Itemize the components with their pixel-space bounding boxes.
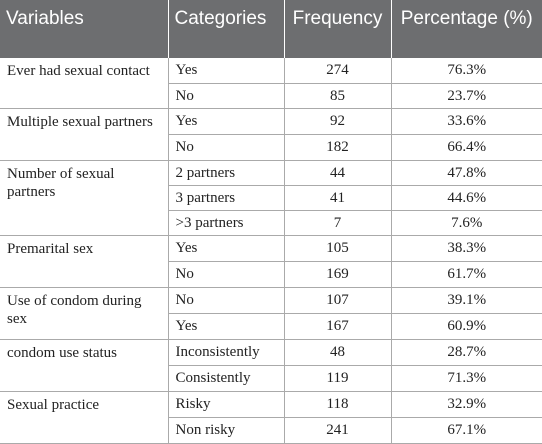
category-cell: 2 partners [168, 160, 285, 186]
percentage-cell: 44.6% [391, 185, 542, 211]
category-cell: 3 partners [168, 185, 285, 211]
frequency-cell: 41 [284, 185, 392, 211]
percentage-cell: 23.7% [391, 83, 542, 109]
category-cell: Risky [168, 391, 285, 418]
table-row: condom use status Inconsistently 48 28.7… [0, 339, 542, 392]
table-row: >3 partners 7 7.6% [0, 210, 542, 236]
category-cell: No [168, 134, 285, 161]
frequency-cell: 44 [284, 160, 392, 186]
frequency-cell: 118 [284, 391, 392, 418]
percentage-cell: 7.6% [391, 210, 542, 236]
table-row: No 182 66.4% [0, 134, 542, 161]
percentage-cell: 33.6% [391, 108, 542, 135]
category-cell: No [168, 83, 285, 109]
percentage-cell: 76.3% [391, 58, 542, 84]
table-row: Use of condom during sex No 107 39.1% [0, 287, 542, 340]
category-cell: >3 partners [168, 210, 285, 236]
frequency-cell: 241 [284, 417, 392, 444]
frequency-cell: 107 [284, 287, 392, 314]
header-row: Variables Categories Frequency Percentag… [0, 0, 542, 58]
header-frequency: Frequency [284, 0, 392, 58]
category-cell: Inconsistently [168, 339, 285, 366]
category-cell: Non risky [168, 417, 285, 444]
percentage-cell: 67.1% [391, 417, 542, 444]
frequency-cell: 167 [284, 313, 392, 340]
percentage-cell: 32.9% [391, 391, 542, 418]
percentage-cell: 61.7% [391, 261, 542, 288]
variable-cell: Number of sexual partners [0, 160, 169, 236]
category-cell: Yes [168, 108, 285, 135]
percentage-cell: 60.9% [391, 313, 542, 340]
header-categories: Categories [168, 0, 285, 58]
frequency-cell: 92 [284, 108, 392, 135]
table-row: Multiple sexual partners Yes 92 33.6% [0, 108, 542, 161]
category-cell: Yes [168, 235, 285, 262]
frequency-cell: 7 [284, 210, 392, 236]
variable-cell: Multiple sexual partners [0, 108, 169, 161]
table-body: Ever had sexual contact Yes 274 76.3% No… [0, 58, 542, 444]
percentage-cell: 28.7% [391, 339, 542, 366]
table-row: Consistently 119 71.3% [0, 365, 542, 392]
percentage-cell: 66.4% [391, 134, 542, 161]
table-row: Ever had sexual contact Yes 274 76.3% [0, 58, 542, 109]
variable-cell: Ever had sexual contact [0, 58, 169, 109]
frequency-cell: 169 [284, 261, 392, 288]
table-row: Yes 167 60.9% [0, 313, 542, 340]
category-cell: Yes [168, 313, 285, 340]
table-header: Variables Categories Frequency Percentag… [0, 0, 542, 58]
table-row: 3 partners 41 44.6% [0, 185, 542, 211]
table-row: No 169 61.7% [0, 261, 542, 288]
table-row: Number of sexual partners 2 partners 44 … [0, 160, 542, 236]
category-cell: No [168, 261, 285, 288]
header-variables: Variables [0, 0, 169, 58]
frequency-cell: 105 [284, 235, 392, 262]
variable-cell: Premarital sex [0, 235, 169, 288]
table-row: Premarital sex Yes 105 38.3% [0, 235, 542, 288]
percentage-cell: 47.8% [391, 160, 542, 186]
frequency-cell: 48 [284, 339, 392, 366]
frequency-cell: 274 [284, 58, 392, 84]
variable-cell: Sexual practice [0, 391, 169, 444]
table-row: Sexual practice Risky 118 32.9% [0, 391, 542, 444]
category-cell: Yes [168, 58, 285, 84]
percentage-cell: 38.3% [391, 235, 542, 262]
percentage-cell: 71.3% [391, 365, 542, 392]
table-row: No 85 23.7% [0, 83, 542, 109]
variable-cell: condom use status [0, 339, 169, 392]
category-cell: Consistently [168, 365, 285, 392]
frequency-cell: 119 [284, 365, 392, 392]
category-cell: No [168, 287, 285, 314]
variable-cell: Use of condom during sex [0, 287, 169, 340]
percentage-cell: 39.1% [391, 287, 542, 314]
frequency-cell: 182 [284, 134, 392, 161]
frequency-cell: 85 [284, 83, 392, 109]
header-percentage: Percentage (%) [391, 0, 542, 58]
